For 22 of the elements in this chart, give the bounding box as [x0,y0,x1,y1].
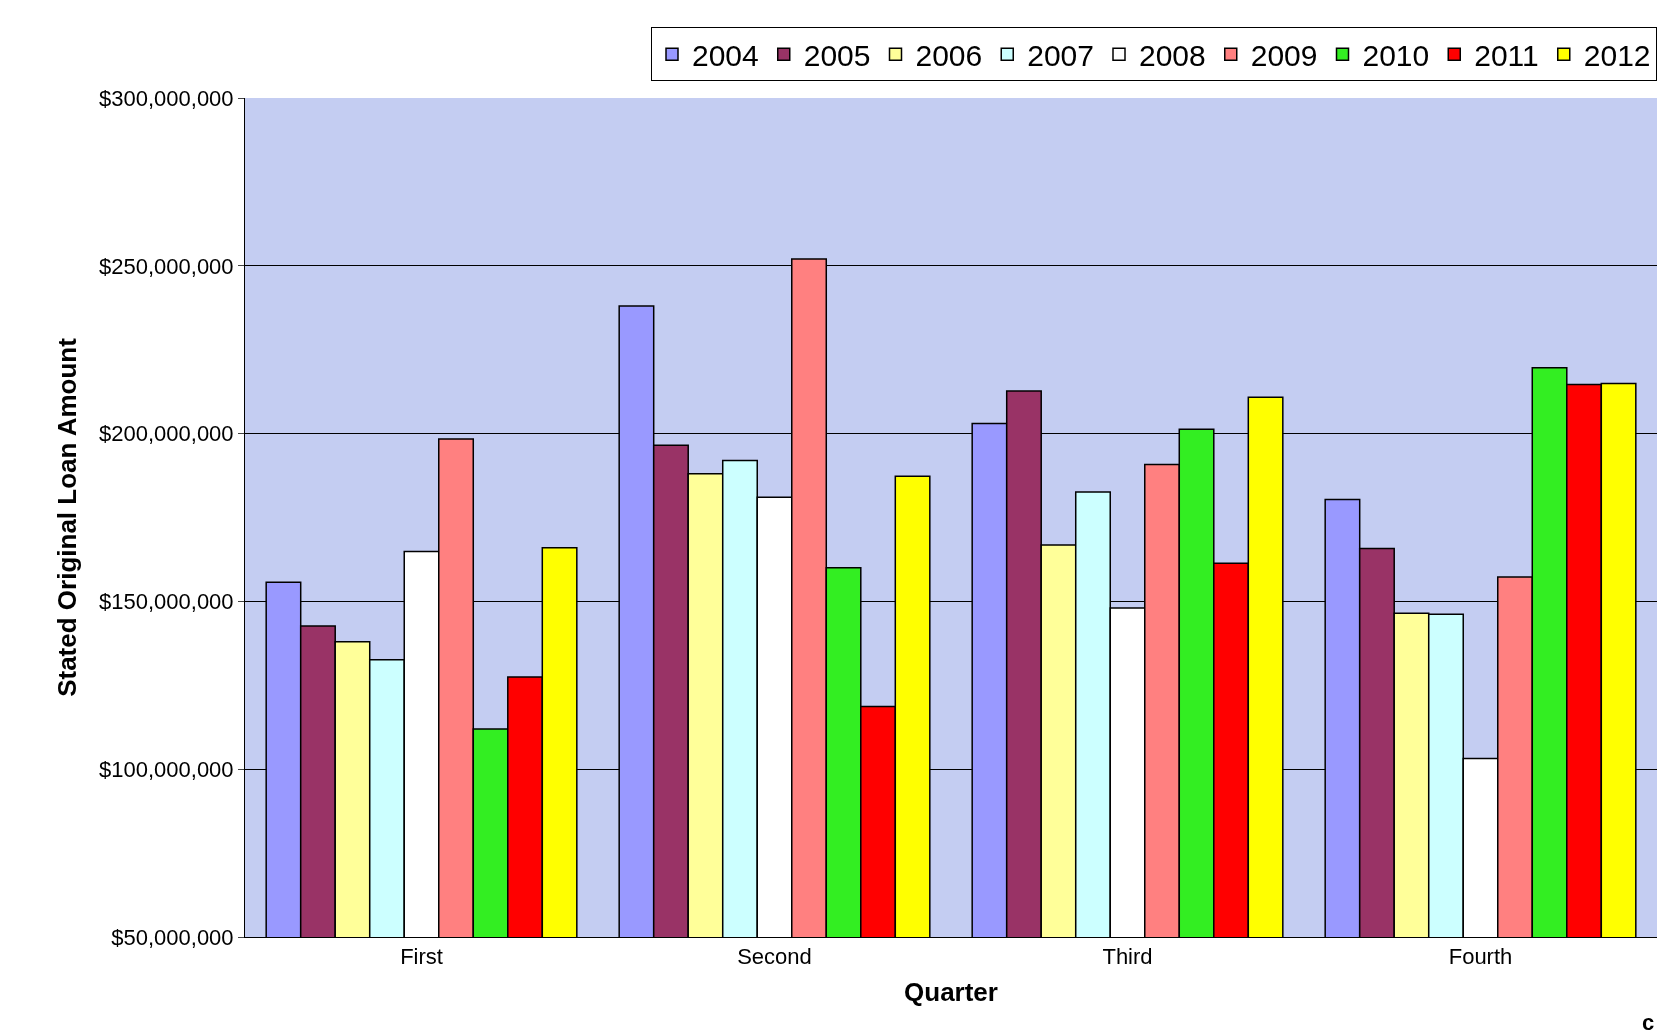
y-axis-title: Stated Original Loan Amount [52,337,83,697]
x-axis-title: Quarter [904,977,998,1008]
legend-label: 2008 [1139,38,1206,72]
y-tick-label: $50,000,000 [111,924,234,950]
legend-label: 2009 [1250,38,1318,72]
x-tick-label: Third [1102,944,1153,970]
y-tick-label: $100,000,000 [99,756,234,782]
x-tick-label: First [400,944,443,970]
legend-label: 2007 [1027,38,1094,72]
legend-label: 2011 [1474,38,1539,72]
y-tick-label: $150,000,000 [99,589,234,615]
legend-label: 2010 [1362,38,1430,72]
y-tick-label: $250,000,000 [99,253,234,279]
text: c [1642,1010,1655,1032]
legend-label: 2005 [803,38,871,72]
legend-label: 2006 [915,38,983,72]
y-tick-label: $200,000,000 [99,421,234,447]
x-tick-label: Fourth [1448,944,1513,970]
y-tick-label: $300,000,000 [99,85,234,111]
x-tick-label: Second [737,944,812,970]
legend-label: 2012 [1583,38,1651,72]
legend-label: 2004 [692,38,759,72]
